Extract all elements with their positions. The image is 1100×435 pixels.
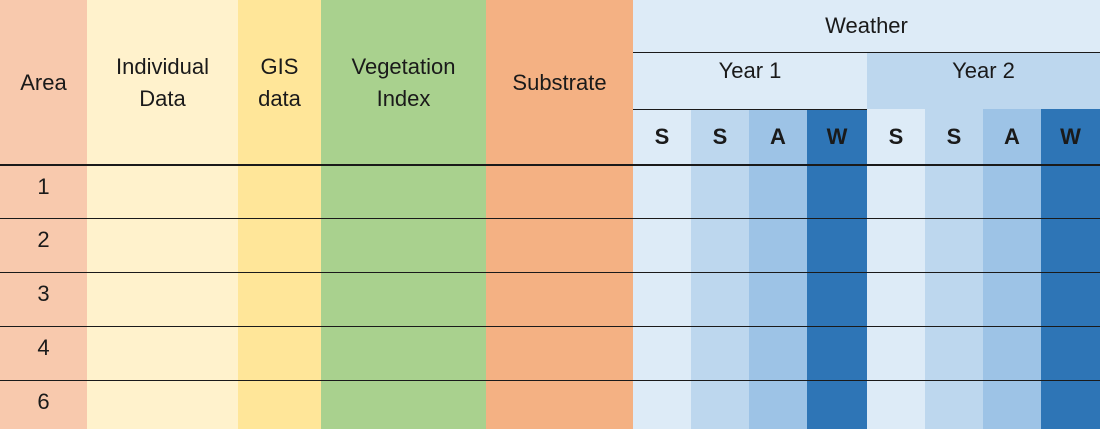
area-header: Area	[20, 69, 67, 95]
substrate-column	[486, 0, 633, 429]
area-column	[0, 0, 87, 429]
season-header: S	[925, 109, 983, 165]
individual-data-header: Individual Data	[116, 53, 209, 111]
row-divider	[0, 380, 1100, 381]
year-1-header: Year 1	[633, 52, 867, 109]
gis-data-column	[238, 0, 321, 429]
row-divider	[0, 218, 1100, 219]
weather-header: Weather	[633, 0, 1100, 52]
row-divider	[0, 326, 1100, 327]
season-header: A	[749, 109, 807, 165]
year-divider	[633, 109, 867, 110]
row-area-label: 2	[37, 227, 50, 252]
vegetation-index-column	[321, 0, 486, 429]
weather-divider	[633, 52, 1100, 53]
header-divider	[0, 164, 1100, 166]
row-divider	[0, 272, 1100, 273]
season-header: S	[633, 109, 691, 165]
season-header: W	[807, 109, 867, 165]
row-area-label: 4	[37, 335, 50, 360]
gis-data-header: GIS data	[258, 53, 301, 111]
individual-data-column	[87, 0, 238, 429]
year-2-header: Year 2	[867, 52, 1100, 109]
season-header: S	[867, 109, 925, 165]
substrate-header: Substrate	[512, 69, 607, 95]
season-header: W	[1041, 109, 1100, 165]
row-area-label: 6	[37, 389, 50, 414]
vegetation-index-header: Vegetation Index	[351, 53, 456, 111]
row-area-label: 1	[37, 174, 50, 199]
season-header: A	[983, 109, 1041, 165]
season-header: S	[691, 109, 749, 165]
row-area-label: 3	[37, 281, 50, 306]
